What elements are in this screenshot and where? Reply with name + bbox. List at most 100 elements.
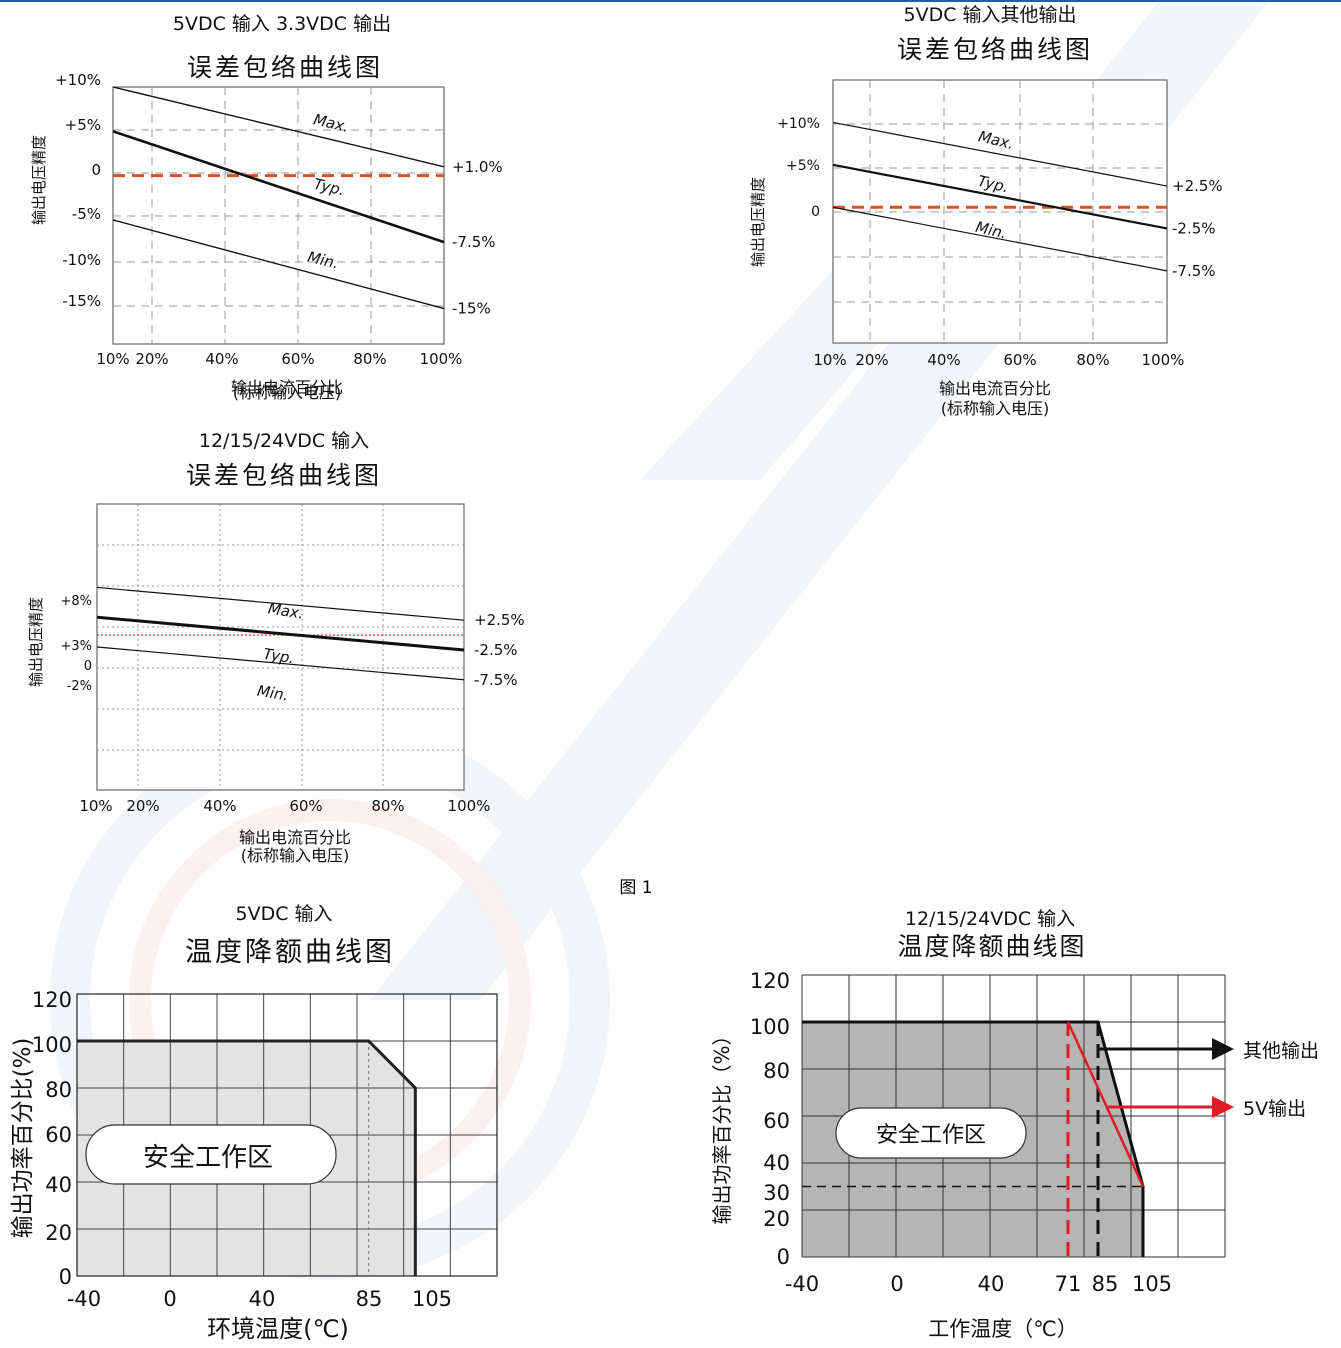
end-value-label: -7.5%	[474, 671, 518, 689]
x-tick-label: -40	[785, 1272, 819, 1296]
x-tick-label: 71	[1055, 1272, 1082, 1296]
chart-subtitle: 12/15/24VDC 输入	[199, 430, 369, 452]
x-tick-label: 100%	[448, 797, 491, 815]
y-axis-label: 输出电压精度	[749, 177, 767, 267]
end-value-label: -2.5%	[1172, 219, 1216, 237]
end-value-label: -15%	[452, 300, 491, 318]
series-line-min	[112, 219, 445, 310]
x-tick-label: 0	[163, 1287, 176, 1311]
x-tick-label: 80%	[371, 797, 404, 815]
y-tick-label: -5%	[72, 205, 101, 223]
y-tick-label: +3%	[60, 639, 92, 654]
x-tick-label: 100%	[420, 350, 463, 368]
plot-frame	[96, 503, 465, 791]
series-line-typ	[112, 130, 445, 244]
x-tick-label: 10%	[79, 797, 112, 815]
x-tick-label: 10%	[96, 350, 129, 368]
series-line-typ	[96, 615, 465, 652]
series-line-min	[96, 646, 465, 681]
y-tick-label: 0	[59, 1265, 72, 1289]
x-axis-label: 输出电流百分比	[231, 378, 343, 397]
series-line-min	[832, 206, 1168, 272]
y-axis-label: 输出功率百分比（%）	[710, 1025, 734, 1224]
chart-subtitle: 12/15/24VDC 输入	[905, 908, 1075, 930]
series-line-max	[112, 86, 445, 168]
x-axis-label-note: (标称输入电压)	[941, 399, 1050, 418]
end-value-label: -7.5%	[452, 233, 496, 251]
y-tick-label: 40	[763, 1151, 790, 1175]
end-value-label: -2.5%	[474, 641, 518, 659]
x-tick-label: 40%	[205, 350, 238, 368]
end-value-label: -7.5%	[1172, 262, 1216, 280]
y-tick-label: 0	[811, 204, 820, 220]
y-tick-label: 20	[763, 1207, 790, 1231]
series-label: Max.	[267, 599, 305, 622]
plot-frame	[76, 993, 498, 1277]
y-tick-label: 100	[750, 1015, 790, 1039]
chart-title: 温度降额曲线图	[897, 932, 1086, 961]
x-axis-label-note: (标称输入电压)	[233, 383, 342, 402]
x-tick-label: 85	[1092, 1272, 1119, 1296]
x-tick-label: 80%	[353, 350, 386, 368]
safe-area-badge	[85, 1124, 337, 1185]
chart-title: 误差包络曲线图	[186, 461, 382, 490]
y-tick-label: 0	[84, 659, 92, 674]
x-axis-label-note: (标称输入电压)	[241, 846, 350, 865]
y-axis-label: 输出电压精度	[27, 597, 45, 687]
plot-frame	[832, 79, 1168, 344]
y-tick-label: +5%	[65, 116, 101, 134]
x-tick-label: 20%	[126, 797, 159, 815]
x-tick-label: 60%	[1003, 351, 1036, 369]
x-tick-label: 80%	[1076, 351, 1109, 369]
accuracy-chart-2: 5VDC 输入其他输出误差包络曲线图Max.+2.5%Typ.-2.5%Min.…	[749, 4, 1223, 418]
x-tick-label: -40	[67, 1287, 101, 1311]
x-tick-label: 40	[978, 1272, 1005, 1296]
x-tick-label: 85	[356, 1287, 383, 1311]
x-tick-label: 20%	[855, 351, 888, 369]
series-line-max	[96, 586, 465, 621]
x-tick-label: 60%	[289, 797, 322, 815]
y-tick-label: 120	[32, 988, 72, 1012]
derating-curve	[77, 1039, 417, 1276]
x-tick-label: 105	[1132, 1272, 1172, 1296]
safe-area-label: 安全工作区	[143, 1143, 273, 1173]
accuracy-chart-1: 5VDC 输入 3.3VDC 输出误差包络曲线图Max.+1.0%Typ.-7.…	[30, 13, 503, 402]
series-line-max	[832, 121, 1168, 187]
y-tick-label: -15%	[62, 292, 101, 310]
x-tick-label: 20%	[135, 350, 168, 368]
chart-subtitle: 5VDC 输入	[235, 903, 332, 925]
plot-frame	[112, 86, 445, 345]
x-tick-label: 60%	[281, 350, 314, 368]
safe-area-label: 安全工作区	[876, 1123, 986, 1148]
end-value-label: +1.0%	[452, 158, 503, 176]
y-axis-label: 输出电压精度	[30, 135, 48, 225]
x-tick-label: 40%	[927, 351, 960, 369]
x-tick-label: 10%	[813, 351, 846, 369]
y-tick-label: +5%	[786, 158, 820, 174]
x-tick-label: 40%	[203, 797, 236, 815]
y-tick-label: 120	[750, 969, 790, 993]
y-tick-label: 40	[45, 1173, 72, 1197]
chart-title: 温度降额曲线图	[185, 937, 395, 968]
x-axis-label: 工作温度（℃）	[928, 1317, 1078, 1341]
x-axis-label: 环境温度(℃)	[207, 1315, 349, 1343]
y-tick-label: 0	[777, 1245, 790, 1269]
series-label: Typ.	[262, 645, 295, 668]
chart-title: 误差包络曲线图	[187, 53, 383, 82]
x-axis-label: 输出电流百分比	[939, 379, 1051, 398]
y-tick-label: 60	[763, 1109, 790, 1133]
x-tick-label: 0	[890, 1272, 903, 1296]
y-tick-label: +10%	[55, 71, 101, 89]
safe-area-badge	[835, 1107, 1027, 1159]
x-tick-label: 105	[412, 1287, 452, 1311]
series-line-typ	[832, 163, 1168, 230]
legend-label-5v: 5V输出	[1243, 1098, 1306, 1120]
y-tick-label: 20	[45, 1221, 72, 1245]
x-axis-label: 输出电流百分比	[239, 828, 351, 847]
y-tick-label: -2%	[67, 679, 92, 694]
y-axis-label: 输出功率百分比(%)	[10, 1038, 36, 1239]
x-tick-label: 40	[249, 1287, 276, 1311]
legend-label-other: 其他输出	[1243, 1040, 1319, 1062]
